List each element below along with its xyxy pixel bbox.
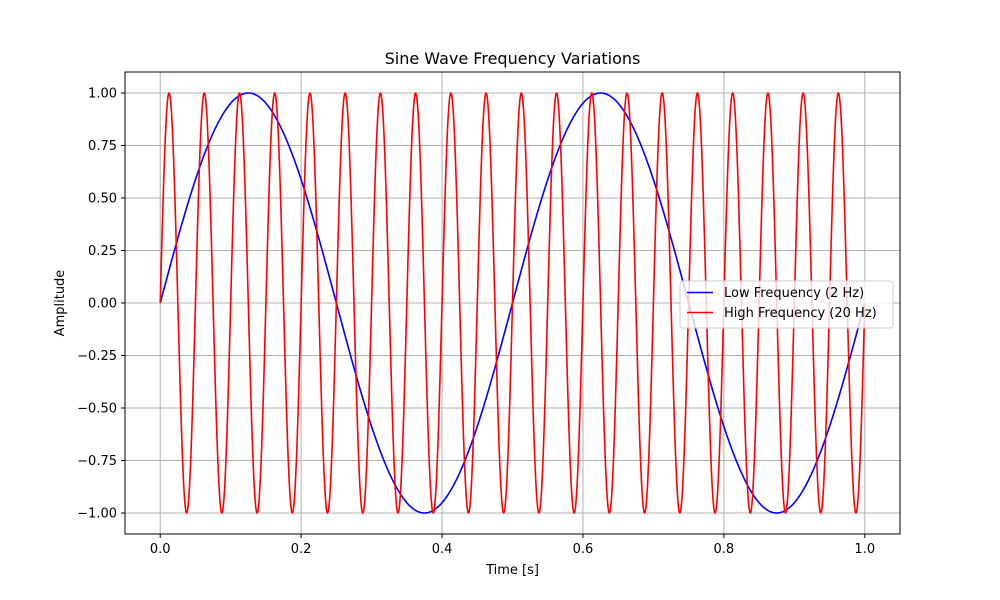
y-tick-label: −1.00	[77, 507, 117, 522]
series-line-20hz	[159, 92, 866, 514]
x-tick-label: 0.4	[432, 542, 453, 557]
x-tick-label: 0.6	[573, 542, 594, 557]
x-tick-label: 0.8	[714, 542, 735, 557]
y-tick-label: 0.50	[88, 192, 117, 207]
x-tick-label: 1.0	[854, 542, 875, 557]
series-layer	[159, 92, 866, 514]
y-tick-label: 0.25	[88, 244, 117, 259]
legend-box	[679, 280, 894, 329]
y-tick-label: 0.75	[88, 139, 117, 154]
y-tick-label: 1.00	[88, 87, 117, 102]
legend-label: Low Frequency (2 Hz)	[724, 286, 864, 301]
legend: Low Frequency (2 Hz) High Frequency (20 H…	[679, 280, 894, 329]
y-tick-label: −0.75	[77, 454, 117, 469]
x-tick-label: 0.2	[291, 542, 312, 557]
y-tick-label: −0.50	[77, 402, 117, 417]
legend-entries: Low Frequency (2 Hz) High Frequency (20 H…	[687, 286, 877, 321]
y-axis-title: Amplitude	[53, 270, 68, 337]
x-tick-label: 0.0	[150, 542, 171, 557]
x-axis-title: Time [s]	[485, 563, 539, 578]
legend-label: High Frequency (20 Hz)	[724, 306, 877, 321]
y-tick-label: −0.25	[77, 349, 117, 364]
y-tick-label: 0.00	[88, 297, 117, 312]
chart-title: Sine Wave Frequency Variations	[385, 49, 641, 68]
ticks-layer: 0.0 0.2 0.4 0.6 0.8 1.0 1.00 0.75 0.50 0.25 0.00 −0…	[77, 87, 875, 558]
